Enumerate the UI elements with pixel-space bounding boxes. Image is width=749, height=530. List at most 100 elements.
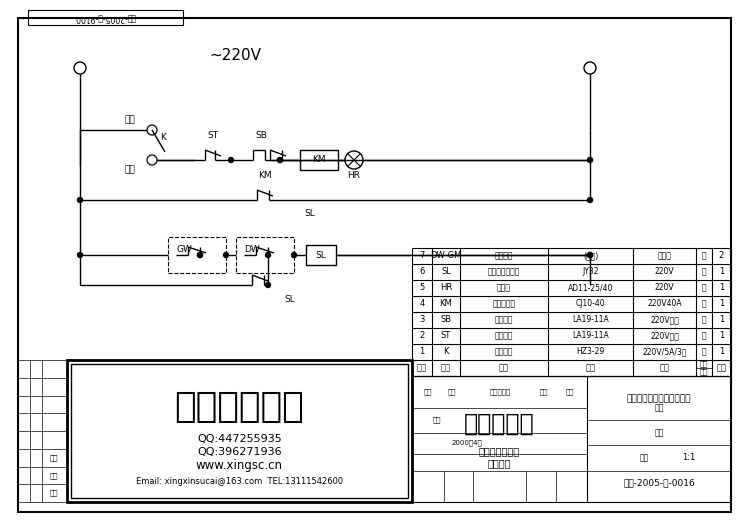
Bar [306, 245, 336, 265]
Text: HZ3-29: HZ3-29 [577, 348, 604, 357]
Text: 广西柳州有色涶琉有限公司: 广西柳州有色涶琉有限公司 [627, 394, 691, 403]
Circle shape [587, 198, 592, 202]
Text: CJ10-40: CJ10-40 [576, 299, 605, 308]
Text: AD11-25/40: AD11-25/40 [568, 284, 613, 293]
Text: 负责: 负责 [655, 428, 664, 437]
Text: 色冈-2005-电-9100: 色冈-2005-电-9100 [75, 13, 136, 22]
Text: 1: 1 [719, 299, 724, 308]
Circle shape [277, 157, 282, 163]
Text: 交流接触器: 交流接触器 [492, 299, 515, 308]
Text: 型号: 型号 [586, 364, 595, 373]
Text: SL: SL [315, 251, 327, 260]
Text: 2: 2 [419, 331, 425, 340]
Text: QQ:447255935: QQ:447255935 [197, 434, 282, 444]
Text: 备注: 备注 [717, 364, 727, 373]
Text: 审核: 审核 [655, 403, 664, 412]
Circle shape [265, 282, 270, 287]
Text: 液位自动控制器: 液位自动控制器 [488, 268, 521, 277]
Text: KM: KM [440, 299, 452, 308]
Circle shape [147, 125, 157, 135]
Text: 只: 只 [702, 284, 706, 293]
Text: 1:1: 1:1 [682, 453, 696, 462]
Circle shape [345, 151, 363, 169]
Text: 220V/5A/3档: 220V/5A/3档 [642, 348, 687, 357]
Text: 标记: 标记 [424, 388, 432, 395]
Text: 二级水泵站: 二级水泵站 [464, 412, 534, 436]
Text: 审核: 审核 [49, 472, 58, 479]
Text: K: K [443, 348, 449, 357]
Circle shape [277, 157, 282, 163]
Text: 单位: 单位 [700, 361, 709, 367]
Bar [412, 376, 731, 502]
Text: 指示灯: 指示灯 [497, 284, 511, 293]
Text: HR: HR [348, 172, 360, 181]
Circle shape [587, 252, 592, 258]
Circle shape [77, 252, 82, 258]
Text: ~220V: ~220V [209, 48, 261, 63]
Text: 只: 只 [702, 348, 706, 357]
Circle shape [584, 62, 596, 74]
Text: ST: ST [207, 130, 219, 139]
Text: DW: DW [244, 245, 260, 254]
Text: QQ:396271936: QQ:396271936 [197, 447, 282, 457]
Text: KM: KM [312, 155, 326, 164]
Text: 更改文件号: 更改文件号 [489, 388, 511, 395]
Text: SB: SB [440, 315, 452, 324]
Text: 1: 1 [719, 348, 724, 357]
Text: 220V绳色: 220V绳色 [650, 315, 679, 324]
Text: 个: 个 [702, 252, 706, 261]
Text: 电极探头: 电极探头 [495, 252, 513, 261]
Text: LA19-11A: LA19-11A [572, 315, 609, 324]
Text: 5: 5 [419, 284, 425, 293]
Text: 电原理图: 电原理图 [488, 458, 511, 468]
Text: 1: 1 [719, 331, 724, 340]
Text: (配套): (配套) [583, 252, 598, 261]
Text: 星欣设计图库: 星欣设计图库 [175, 390, 304, 424]
Text: 1: 1 [719, 268, 724, 277]
Circle shape [265, 252, 270, 258]
Bar [168, 237, 226, 273]
Text: 220V: 220V [655, 268, 674, 277]
Text: 1: 1 [419, 348, 425, 357]
Text: 规格: 规格 [660, 364, 670, 373]
Text: LA19-11A: LA19-11A [572, 331, 609, 340]
Text: JY32: JY32 [582, 268, 598, 277]
Bar [71, 364, 408, 498]
Text: GW: GW [176, 245, 192, 254]
Text: 2: 2 [719, 252, 724, 261]
Text: 7: 7 [419, 252, 425, 261]
Text: 校核: 校核 [49, 454, 58, 461]
Text: 液位自动控制器: 液位自动控制器 [479, 446, 520, 456]
Text: 茘子开关: 茘子开关 [495, 348, 513, 357]
Text: SL: SL [441, 268, 451, 277]
Text: 不锈钉: 不锈钉 [658, 252, 671, 261]
Circle shape [77, 198, 82, 202]
Circle shape [223, 252, 228, 258]
Text: 签字: 签字 [540, 388, 548, 395]
Text: 设计: 设计 [433, 417, 441, 423]
Text: 220V40A: 220V40A [647, 299, 682, 308]
Circle shape [147, 155, 157, 165]
Text: 比例: 比例 [640, 453, 649, 462]
Text: HR: HR [440, 284, 452, 293]
Text: 1: 1 [719, 315, 724, 324]
Text: 手动: 手动 [124, 116, 136, 125]
Text: www.xingsc.cn: www.xingsc.cn [196, 460, 283, 473]
Text: 台: 台 [702, 268, 706, 277]
Text: 6: 6 [419, 268, 425, 277]
Text: 日期: 日期 [565, 388, 574, 395]
Text: 序号: 序号 [417, 364, 427, 373]
Text: 只: 只 [702, 331, 706, 340]
Text: SL: SL [305, 209, 315, 218]
Text: 代号: 代号 [441, 364, 451, 373]
Circle shape [587, 157, 592, 163]
Text: ST: ST [441, 331, 451, 340]
Text: 1: 1 [719, 284, 724, 293]
Text: 220V红色: 220V红色 [650, 331, 679, 340]
Text: 色冈-2005-电-0016: 色冈-2005-电-0016 [623, 479, 695, 488]
Circle shape [74, 62, 86, 74]
Bar [300, 150, 338, 170]
Text: 220V: 220V [655, 284, 674, 293]
Text: 按鈕开关: 按鈕开关 [495, 315, 513, 324]
Circle shape [587, 252, 592, 258]
